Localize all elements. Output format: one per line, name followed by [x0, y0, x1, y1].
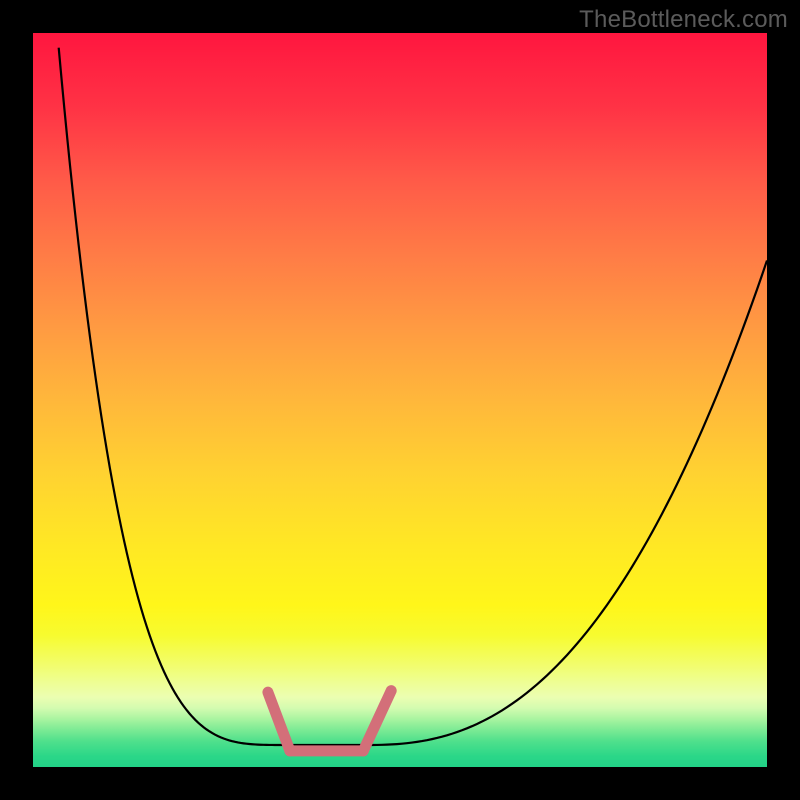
gradient-background: [33, 33, 767, 767]
chart-area: [33, 33, 767, 767]
bottleneck-chart: [33, 33, 767, 767]
watermark-text: TheBottleneck.com: [579, 6, 788, 34]
